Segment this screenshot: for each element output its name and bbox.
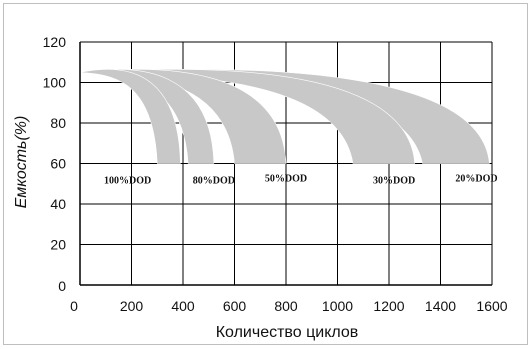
- x-tick-label: 1000: [322, 298, 353, 314]
- y-tick-label: 80: [50, 115, 66, 131]
- x-tick-label: 800: [274, 298, 298, 314]
- y-tick-label: 60: [50, 156, 66, 172]
- x-tick-labels: 0 200 400 600 800 1000 1200 1400 1600: [70, 298, 508, 314]
- y-tick-label: 100: [43, 75, 67, 91]
- y-axis-title: Емкость(%): [13, 116, 30, 209]
- series-label: 100%DOD: [104, 176, 151, 187]
- x-tick-label: 1600: [476, 298, 507, 314]
- series-label: 80%DOD: [193, 176, 235, 187]
- x-tick-label: 1400: [425, 298, 456, 314]
- y-tick-label: 20: [50, 237, 66, 253]
- y-tick-label: 120: [43, 34, 67, 50]
- x-tick-label: 600: [223, 298, 247, 314]
- series-label: 30%DOD: [373, 176, 415, 187]
- x-tick-label: 0: [70, 298, 78, 314]
- dod-bands: [79, 68, 490, 164]
- x-tick-label: 1200: [373, 298, 404, 314]
- y-tick-label: 0: [58, 278, 66, 294]
- dod-labels: 100%DOD 80%DOD 50%DOD 30%DOD 20%DOD: [104, 174, 498, 187]
- y-tick-label: 40: [50, 196, 66, 212]
- x-tick-label: 200: [120, 298, 144, 314]
- series-label: 20%DOD: [455, 174, 497, 185]
- series-label: 50%DOD: [265, 174, 307, 185]
- x-axis-title: Количество циклов: [216, 324, 359, 341]
- dod-band-100-pct-dod: [79, 68, 181, 164]
- x-tick-label: 400: [171, 298, 195, 314]
- axes: [79, 42, 492, 286]
- y-tick-labels: 0 20 40 60 80 100 120: [43, 34, 67, 294]
